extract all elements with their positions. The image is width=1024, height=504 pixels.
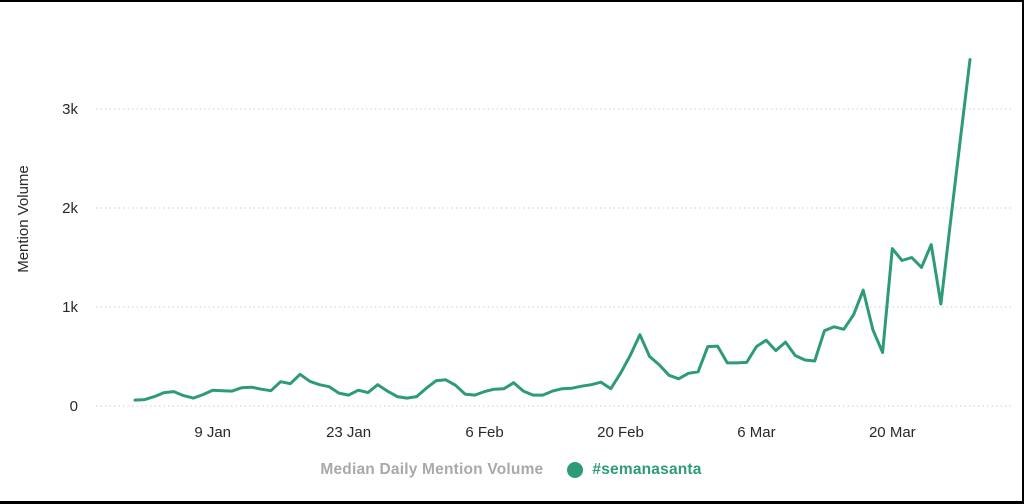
x-tick-label: 20 Feb: [597, 424, 644, 441]
series-line-semanasanta[interactable]: [133, 58, 972, 402]
y-tick-label: 0: [70, 398, 78, 415]
x-tick-label: 6 Feb: [465, 424, 503, 441]
legend: Median Daily Mention Volume #semanasanta: [0, 461, 1022, 479]
series-color-dot-icon: [567, 462, 584, 478]
x-tick-label: 20 Mar: [869, 424, 916, 441]
y-tick-label: 1k: [62, 299, 78, 316]
y-tick-label: 3k: [62, 101, 78, 118]
x-tick-label: 9 Jan: [194, 424, 231, 441]
legend-title: Median Daily Mention Volume: [320, 461, 544, 478]
x-tick-label: 23 Jan: [326, 424, 371, 441]
series-label: #semanasanta: [592, 461, 702, 478]
y-tick-label: 2k: [62, 200, 78, 217]
x-tick-label: 6 Mar: [737, 424, 775, 441]
legend-item-semanasanta[interactable]: #semanasanta: [567, 461, 701, 479]
